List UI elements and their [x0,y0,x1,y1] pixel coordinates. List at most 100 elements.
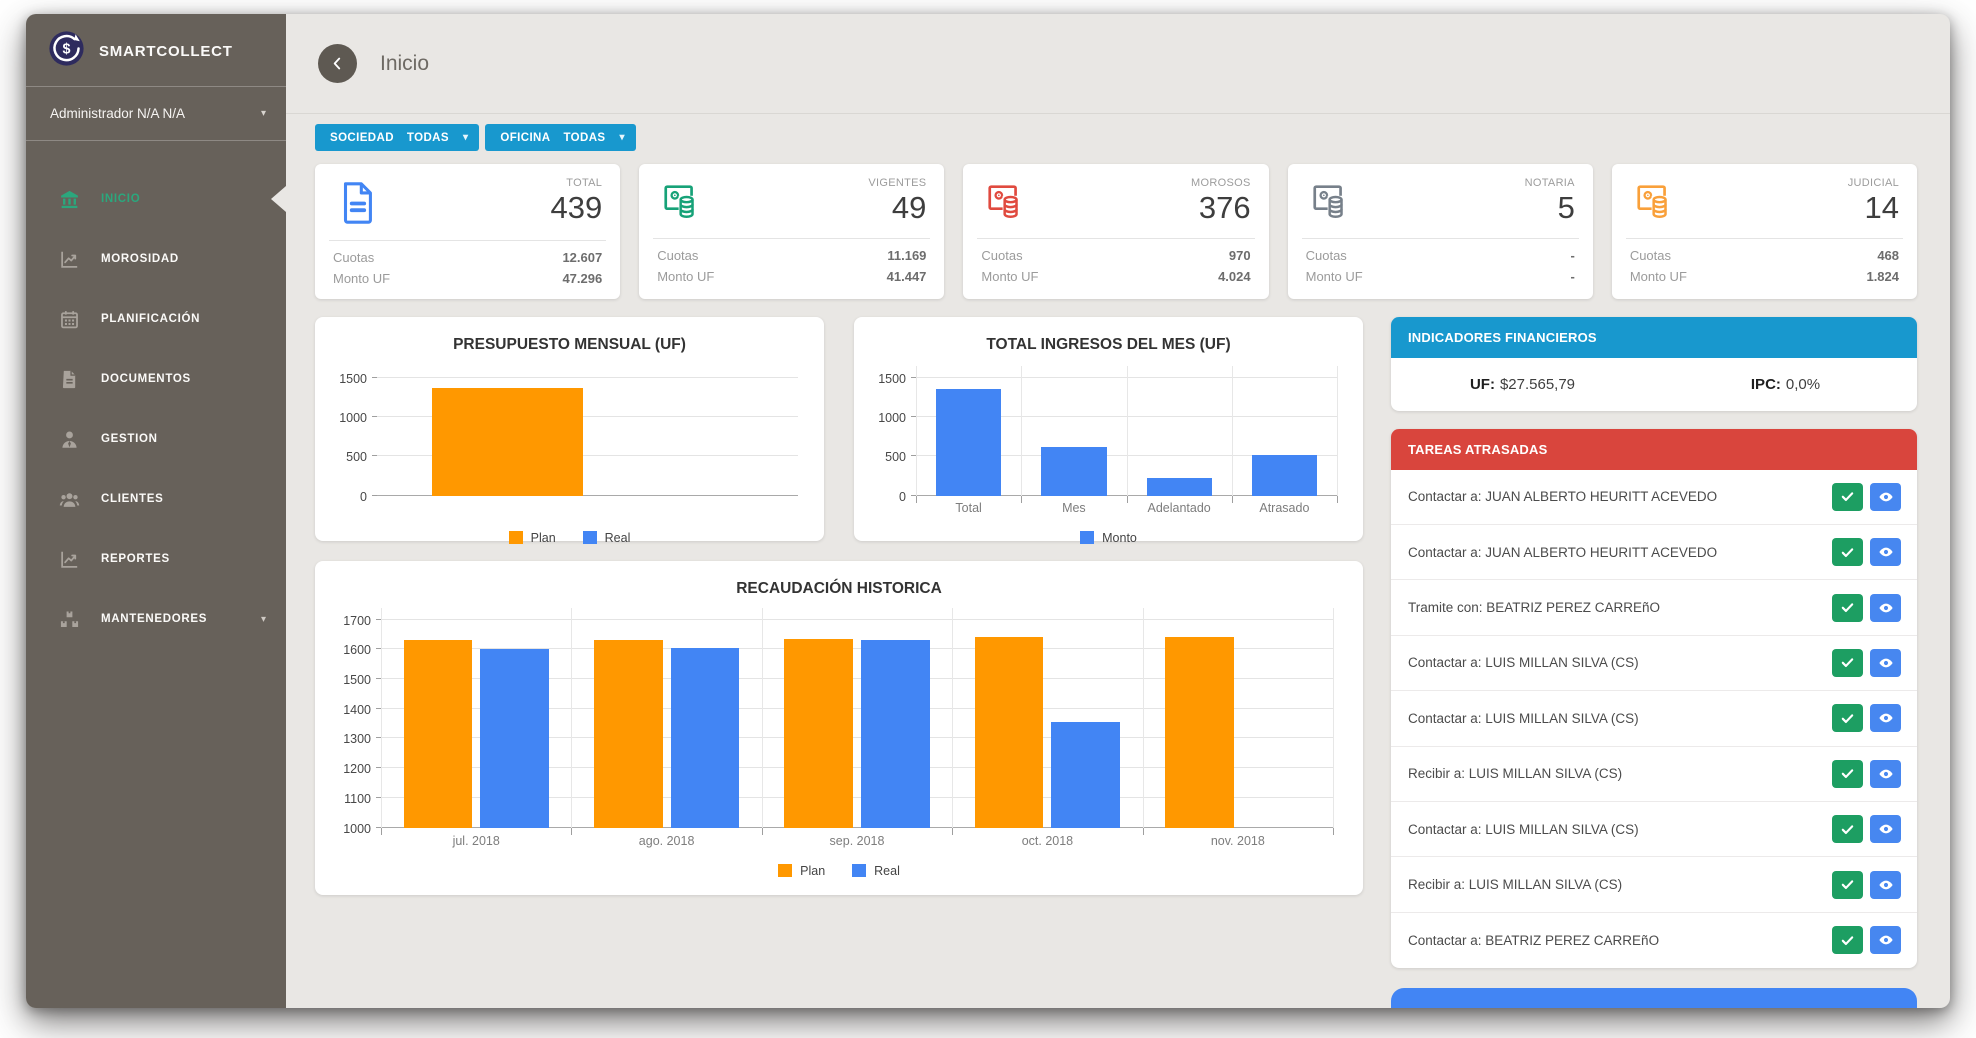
legend-label: Real [604,530,631,545]
filter-value: TODAS [406,131,449,144]
sidebar-item-morosidad[interactable]: MOROSIDAD [26,229,286,289]
view-task-button[interactable] [1870,815,1901,844]
task-actions [1832,648,1907,677]
bar-plan [431,387,584,496]
sidebar-item-label: INICIO [101,193,141,205]
y-axis-tick-label: 1700 [343,613,371,628]
axis-tick [1021,495,1023,503]
legend-swatch [1080,531,1095,545]
task-row: Contactar a: LUIS MILLAN SILVA (CS) [1391,691,1917,747]
filter-bar: SOCIEDAD TODAS ▾ OFICINA TODAS ▾ [315,124,1917,151]
axis-tick [376,737,381,739]
filter-oficina[interactable]: OFICINA TODAS ▾ [485,124,636,151]
gridline [381,678,1333,680]
divider [26,140,286,141]
bar-group [1143,620,1333,828]
chart-categories: Total Mes Adelantado Atrasado [916,501,1337,520]
stat-row-label: Cuotas [333,250,375,265]
chevron-down-icon: ▾ [260,107,266,119]
complete-task-button[interactable] [1832,759,1863,788]
brand-name: SMARTCOLLECT [99,42,233,60]
view-task-button[interactable] [1870,704,1901,733]
task-text: Recibir a: LUIS MILLAN SILVA (CS) [1408,877,1623,893]
y-axis-tick-label: 1300 [343,732,371,747]
stat-cuotas-row: Cuotas - [1306,246,1575,267]
stat-row-label: Cuotas [1305,248,1347,263]
bar-plan [1165,637,1234,828]
indicators-panel: INDICADORES FINANCIEROS UF: $27.565,79 IP… [1391,316,1917,411]
sidebar-item-planificación[interactable]: PLANIFICACIÓN [26,289,286,349]
stat-label: JUDICIAL [1847,177,1900,189]
bar-plan [974,637,1044,828]
gridline-vertical [571,607,573,828]
money-stack-icon [659,180,705,229]
bar-groups [916,378,1337,496]
stat-row-label: Monto UF [1629,268,1687,284]
bank-icon [59,189,80,210]
filter-name: OFICINA [500,131,551,144]
chart-title: PRESUPUESTO MENSUAL (UF) [453,335,686,353]
sidebar-item-documentos[interactable]: DOCUMENTOS [26,349,286,409]
svg-text:$: $ [63,42,71,58]
x-axis-category-label: Mes [1062,500,1086,515]
brand-logo-icon: $ [48,30,85,72]
stat-label: TOTAL [566,177,603,189]
gridline [377,455,798,457]
view-task-button[interactable] [1870,870,1901,899]
complete-task-button[interactable] [1832,926,1863,955]
gridline-vertical [1142,607,1144,828]
bar-plan [594,639,663,828]
complete-task-button[interactable] [1832,815,1863,844]
back-button[interactable] [318,44,357,83]
complete-task-button[interactable] [1832,704,1863,733]
content-area: Inicio SOCIEDAD TODAS ▾ OFICINA TODAS ▾ TOTAL… [286,14,1950,1008]
y-axis-tick-label: 1100 [344,791,371,806]
complete-task-button[interactable] [1832,482,1863,511]
stat-monto-uf-row: Monto UF 4.024 [981,267,1250,288]
legend-item: Real [582,530,631,545]
boxes-icon [59,609,80,630]
stat-row-label: Cuotas [981,248,1023,263]
axis-tick [1333,827,1334,835]
chevron-down-icon: ▾ [260,613,266,625]
task-text: Tramite con: BEATRIZ PEREZ CARREñO [1408,600,1661,616]
sidebar-item-inicio[interactable]: INICIO [26,169,286,229]
sidebar-item-clientes[interactable]: CLIENTES [26,469,286,529]
hidden-panel-header[interactable] [1391,988,1917,1008]
complete-task-button[interactable] [1832,593,1863,622]
view-task-button[interactable] [1870,538,1901,567]
view-task-button[interactable] [1870,593,1901,622]
indicators-body: UF: $27.565,79 IPC: 0,0% [1391,358,1917,411]
task-row: Contactar a: JUAN ALBERTO HEURITT ACEVED… [1391,525,1917,581]
sidebar-item-gestion[interactable]: GESTION [26,409,286,469]
view-task-button[interactable] [1870,482,1901,511]
calendar-icon [59,309,80,330]
view-task-button[interactable] [1870,648,1901,677]
sidebar-item-reportes[interactable]: REPORTES [26,529,286,589]
divider [1625,238,1904,239]
legend-label: Real [874,863,900,878]
gridline [381,618,1333,620]
task-actions [1832,870,1907,899]
complete-task-button[interactable] [1832,648,1863,677]
legend-swatch [852,864,867,878]
axis-tick [372,376,377,378]
page-title: Inicio [380,51,430,75]
legend-swatch [508,531,523,545]
sidebar-item-label: REPORTES [101,553,170,565]
axis-tick [376,796,381,798]
divider [653,238,931,239]
legend-item: Real [852,864,900,878]
filter-sociedad[interactable]: SOCIEDAD TODAS ▾ [315,124,480,151]
gridline [381,796,1333,798]
complete-task-button[interactable] [1832,538,1863,567]
y-axis-tick-label: 0 [899,489,906,504]
user-role-dropdown[interactable]: Administrador N/A N/A ▾ [26,87,286,140]
sidebar-item-mantenedores[interactable]: MANTENEDORES ▾ [26,589,286,649]
stat-cuotas-row: Cuotas 970 [981,246,1250,267]
money-stack-icon [1632,180,1678,229]
view-task-button[interactable] [1870,759,1901,788]
view-task-button[interactable] [1870,926,1901,955]
complete-task-button[interactable] [1832,870,1863,899]
x-axis-category-label: ago. 2018 [638,833,695,848]
